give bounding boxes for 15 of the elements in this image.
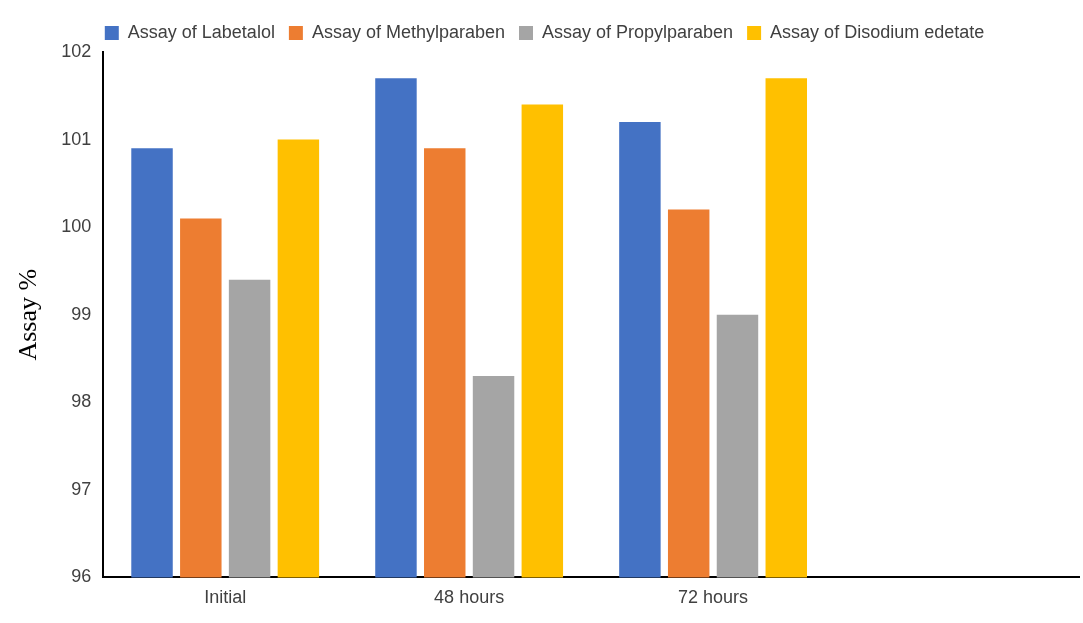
y-tick-label: 99	[71, 303, 92, 324]
y-tick-label: 102	[61, 40, 92, 61]
x-tick-label: 72 hours	[678, 587, 749, 608]
y-tick-label: 97	[71, 478, 92, 499]
legend-label: Assay of Disodium edetate	[770, 21, 985, 42]
y-tick-label: 96	[71, 566, 92, 587]
y-tick-label: 100	[61, 216, 92, 237]
x-tick-label: Initial	[204, 587, 247, 608]
y-axis-title: Assay %	[13, 268, 43, 361]
y-tick-label: 98	[71, 391, 92, 412]
legend-label: Assay of Labetalol	[127, 21, 275, 42]
legend-label: Assay of Propylparaben	[541, 21, 734, 42]
y-tick-label: 101	[61, 128, 92, 149]
x-tick-label: 48 hours	[434, 587, 505, 608]
legend-label: Assay of Methylparaben	[311, 21, 505, 42]
